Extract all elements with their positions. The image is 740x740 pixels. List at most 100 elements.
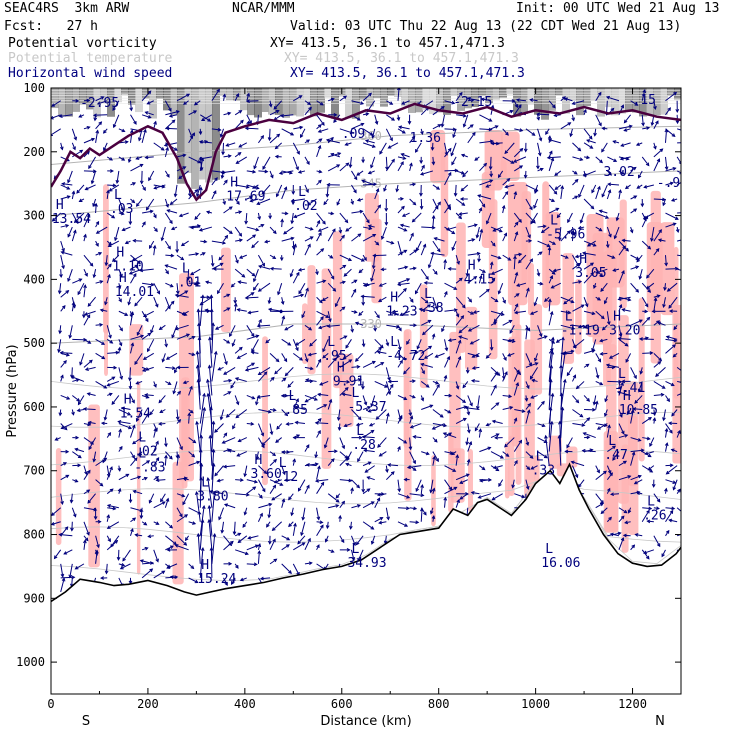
wind-vector	[455, 254, 460, 265]
wind-vector	[141, 413, 149, 424]
wind-vector-head	[617, 531, 622, 536]
wind-vector-head	[634, 400, 638, 404]
pv-band-cell	[128, 88, 136, 105]
wind-vector-head	[108, 392, 113, 397]
wind-vector	[258, 465, 267, 474]
wind-vector-head	[487, 446, 492, 451]
wind-vector-head	[661, 553, 665, 558]
wind-vector	[362, 395, 367, 405]
wind-vector-head	[586, 139, 591, 143]
wind-vector-head	[344, 142, 349, 146]
wind-vector	[401, 100, 410, 105]
extremum-type: H	[56, 198, 64, 213]
wind-vector-head	[211, 462, 216, 467]
wind-vector	[537, 225, 546, 228]
wind-vector-head	[317, 325, 323, 330]
wind-vector	[288, 521, 294, 527]
wind-vector-head	[570, 460, 575, 465]
wind-vector-head	[118, 342, 123, 347]
wind-vector-head	[235, 564, 239, 569]
wind-vector-head	[161, 358, 166, 363]
wind-vector	[567, 212, 573, 223]
wind-vector-head	[57, 349, 61, 354]
wind-vector-head	[451, 161, 455, 166]
wind-vector-head	[166, 173, 170, 178]
wind-vector-head	[682, 381, 685, 384]
wind-vector-head	[155, 478, 160, 483]
wind-vector	[397, 521, 408, 527]
wind-vector-head	[483, 162, 488, 167]
wind-vector	[292, 156, 299, 170]
wind-vector	[513, 100, 518, 108]
wind-vector	[548, 268, 556, 275]
wind-vector	[93, 451, 97, 462]
wind-vector-head	[269, 431, 274, 436]
wind-vector	[106, 212, 115, 219]
wind-vector	[554, 184, 562, 190]
wind-vector-head	[485, 354, 490, 359]
wind-vector	[416, 240, 422, 251]
wind-vector-head	[227, 111, 232, 116]
wind-vector	[625, 353, 632, 363]
wind-vector-head	[231, 342, 236, 347]
wind-vector-head	[268, 103, 273, 108]
wind-vector-head	[678, 161, 681, 165]
wind-vector-head	[289, 273, 294, 278]
wind-vector-head	[73, 229, 77, 234]
wind-vector-head	[431, 161, 436, 166]
wind-vector-head	[403, 228, 408, 232]
wind-vector	[284, 324, 294, 331]
wind-vector-head	[583, 108, 587, 113]
wind-vector	[548, 139, 561, 144]
wind-vector-head	[200, 117, 205, 122]
wind-vector	[136, 409, 143, 422]
wind-vector	[83, 285, 86, 298]
wind-vector-head	[71, 301, 76, 306]
wind-vector	[343, 268, 352, 277]
wind-vector-head	[321, 121, 325, 126]
wind-vector-head	[216, 478, 221, 483]
wind-vector-head	[66, 195, 71, 199]
wind-vector-head	[580, 304, 585, 308]
wind-vector-head	[58, 330, 62, 335]
positive-fill-patch	[507, 182, 528, 306]
wind-vector	[479, 465, 485, 470]
wind-vector	[165, 535, 177, 545]
x-end-label-north: N	[655, 714, 665, 729]
wind-vector-head	[146, 101, 151, 105]
wind-vector	[378, 296, 387, 302]
wind-vector-head	[208, 434, 213, 439]
wind-vector	[361, 180, 375, 186]
wind-vector	[88, 437, 97, 450]
wind-vector-head	[175, 416, 180, 421]
wind-vector-head	[666, 398, 670, 403]
wind-vector-head	[354, 358, 359, 362]
wind-vector-head	[318, 299, 323, 304]
wind-vector	[446, 226, 457, 231]
y-tick-label: 500	[23, 336, 45, 350]
wind-vector-head	[533, 204, 537, 210]
wind-vector-head	[287, 384, 292, 388]
theta-contour-label: 330	[360, 317, 382, 331]
wind-vector	[578, 479, 585, 488]
wind-vector-head	[221, 151, 225, 156]
wind-vector-head	[656, 543, 661, 548]
wind-vector	[75, 448, 85, 453]
wind-vector-head	[177, 418, 182, 423]
below-ground-mask	[51, 464, 681, 694]
wind-vector-head	[612, 456, 616, 461]
wind-vector-head	[317, 228, 322, 232]
wind-vector	[607, 445, 616, 453]
wind-vector-head	[336, 417, 341, 422]
wind-vector-head	[504, 443, 508, 448]
wind-vector-head	[99, 322, 104, 327]
wind-vector	[122, 226, 131, 231]
wind-vector	[409, 493, 424, 496]
wind-vector-head	[211, 448, 216, 453]
wind-vector-head	[453, 308, 458, 312]
wind-vector	[455, 395, 466, 403]
wind-vector-head	[633, 195, 638, 199]
wind-vector-head	[63, 551, 68, 555]
wind-vector	[145, 111, 154, 116]
wind-vector	[384, 535, 387, 544]
